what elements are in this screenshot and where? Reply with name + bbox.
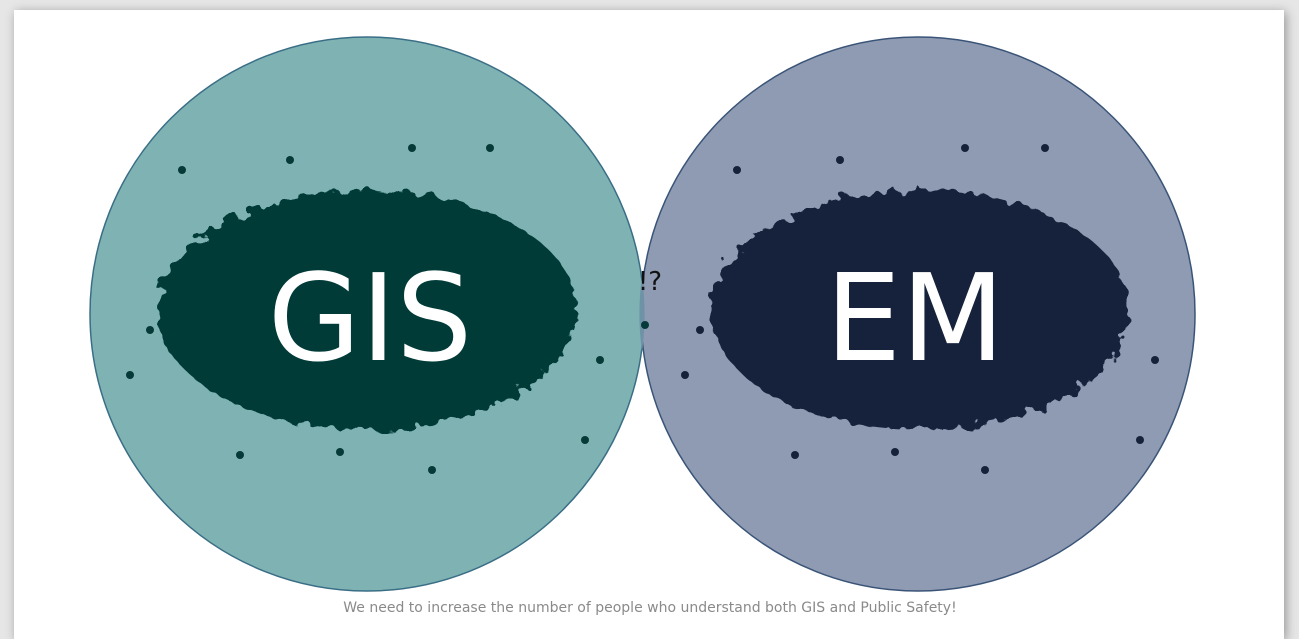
venn-diagram: GIS EM !? We need to increase the number… (0, 0, 1299, 639)
overlap-label: !? (638, 267, 662, 297)
caption: We need to increase the number of people… (343, 600, 956, 616)
page: GIS EM !? We need to increase the number… (0, 0, 1299, 639)
gis-label: GIS (268, 250, 473, 389)
em-label: EM (825, 250, 1004, 389)
